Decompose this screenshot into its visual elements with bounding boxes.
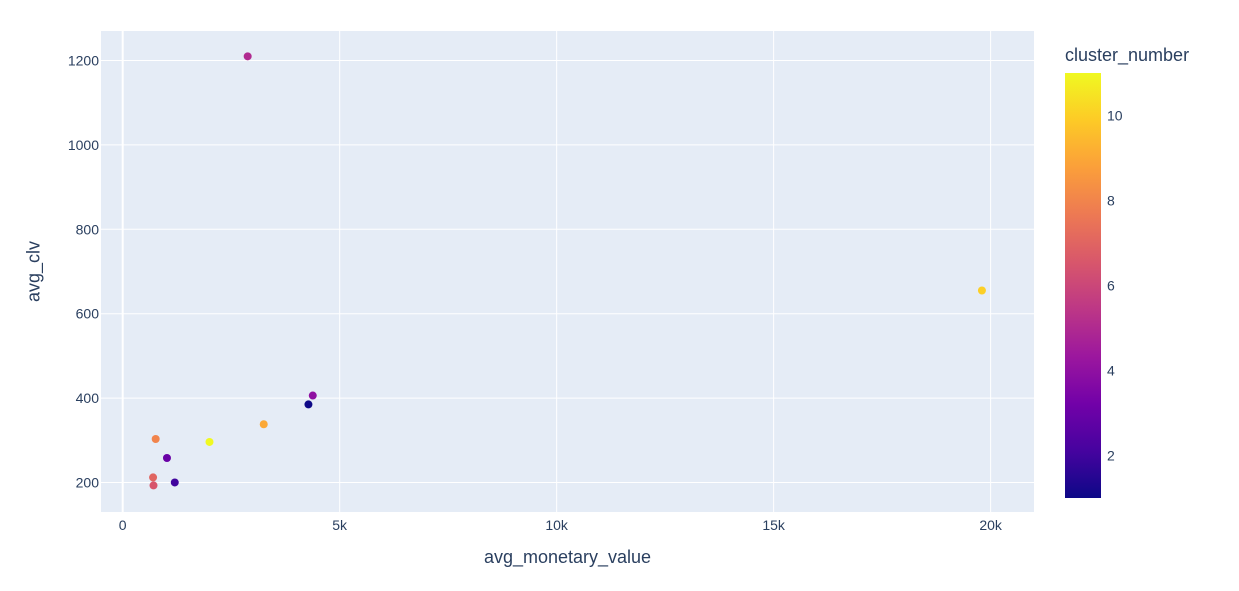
scatter-point xyxy=(162,453,171,462)
x-tick-label: 20k xyxy=(979,517,1003,533)
data-points xyxy=(149,52,986,490)
scatter-point xyxy=(170,478,179,487)
x-axis-title: avg_monetary_value xyxy=(484,547,651,568)
plot-area xyxy=(101,31,1034,512)
scatter-point xyxy=(205,437,214,446)
scatter-point xyxy=(149,473,158,482)
scatter-point xyxy=(304,400,313,409)
colorbar-tick-label: 8 xyxy=(1107,193,1115,209)
scatter-point xyxy=(259,420,268,429)
colorbar-tick-label: 10 xyxy=(1107,108,1123,124)
x-tick-label: 15k xyxy=(762,517,786,533)
y-tick-labels: 200 400 600 800 1000 1200 xyxy=(68,53,99,491)
colorbar-tick-label: 6 xyxy=(1107,278,1115,294)
colorbar-tick-label: 2 xyxy=(1107,448,1115,464)
y-tick-label: 800 xyxy=(76,221,100,237)
colorbar-tick-label: 4 xyxy=(1107,363,1115,379)
x-gridlines xyxy=(121,31,992,512)
y-tick-label: 400 xyxy=(76,390,100,406)
x-tick-label: 5k xyxy=(332,517,348,533)
colorbar-tick-labels: 2 4 6 8 10 xyxy=(1107,108,1123,464)
scatter-point xyxy=(977,286,986,295)
y-tick-label: 600 xyxy=(76,306,100,322)
scatter-point xyxy=(308,391,317,400)
scatter-point xyxy=(149,481,158,490)
x-tick-label: 0 xyxy=(119,517,127,533)
y-axis-title: avg_clv xyxy=(23,241,44,302)
y-tick-label: 1000 xyxy=(68,137,99,153)
scatter-point xyxy=(243,52,252,61)
y-tick-label: 200 xyxy=(76,474,100,490)
colorbar-title: cluster_number xyxy=(1065,45,1189,66)
colorbar xyxy=(1065,73,1101,498)
x-tick-labels: 0 5k 10k 15k 20k xyxy=(119,517,1003,533)
y-gridlines xyxy=(101,60,1034,483)
x-tick-label: 10k xyxy=(545,517,569,533)
y-tick-label: 1200 xyxy=(68,53,99,69)
scatter-point xyxy=(151,435,160,444)
